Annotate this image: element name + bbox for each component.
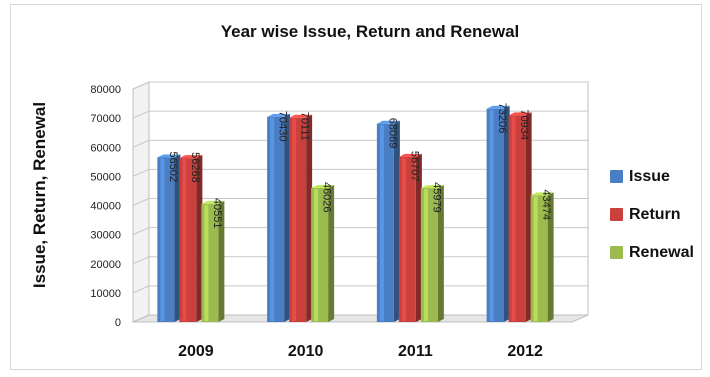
legend-item-issue: Issue [610,166,694,187]
bar-highlight-renewal [314,188,319,321]
bar-highlight-issue [160,158,165,321]
bar-top-issue [267,113,291,117]
data-label: 68069 [386,118,398,149]
bar-top-return [289,114,313,118]
gridline-side [132,256,150,265]
data-label: 70111 [299,112,311,141]
bar-top-issue [157,154,181,158]
bar-highlight-renewal [423,189,428,321]
bar-highlight-renewal [533,196,538,321]
x-tick-label: 2010 [288,343,324,360]
legend-swatch-return [610,208,623,221]
data-label: 40551 [211,198,223,229]
bar-side-return [196,155,203,322]
legend: Issue Return Renewal [610,166,694,280]
legend-label-return: Return [629,205,681,223]
bar-highlight-return [401,157,406,321]
y-tick-label: 50000 [90,171,121,183]
bar-highlight-issue [270,117,275,322]
bar-top-return [398,153,422,157]
y-tick-label: 0 [115,317,121,329]
bar-issue [376,123,394,322]
y-tick-label: 60000 [90,142,121,154]
y-tick-label: 70000 [90,113,121,125]
y-tick-label: 20000 [90,259,121,271]
chart-title: Year wise Issue, Return and Renewal [220,22,520,41]
bar-top-issue [486,105,510,109]
bar-top-renewal [420,185,444,189]
bar-return [508,115,526,322]
bar-top-renewal [311,184,335,188]
bar-issue [486,108,504,322]
y-tick-label: 40000 [90,201,121,213]
data-label: 45979 [430,182,442,213]
data-label: 46026 [321,182,333,213]
data-label: 56707 [408,151,420,182]
data-label: 56268 [189,152,201,183]
bar-side-return [525,112,532,322]
gridline-side [132,198,150,206]
bar-highlight-return [292,118,297,321]
bar-highlight-renewal [204,204,209,321]
bar-side-return [415,153,422,322]
bar-side-issue [174,154,181,322]
legend-swatch-issue [610,170,623,183]
bar-top-return [179,155,203,159]
gridline-side [132,81,150,90]
data-label: 56502 [167,151,179,182]
bar-highlight-return [511,116,516,321]
bar-side-renewal [328,184,335,322]
data-label: 70430 [277,111,289,142]
bar-top-renewal [530,192,554,196]
bar-side-issue [284,113,291,323]
y-tick-label: 80000 [90,84,121,96]
gridline-side [132,285,150,294]
data-label: 73206 [496,103,508,134]
legend-label-issue: Issue [629,167,670,185]
bar-top-renewal [201,200,225,204]
gridline-side [132,110,150,119]
bar-top-issue [376,120,400,124]
bar-side-issue [393,120,400,322]
legend-label-renewal: Renewal [629,243,694,261]
data-label: 70934 [518,109,530,140]
legend-swatch-renewal [610,246,623,259]
bar-side-renewal [218,200,225,322]
bar-highlight-issue [489,109,494,321]
bar-return [398,156,416,322]
legend-item-renewal: Renewal [610,242,694,263]
bar-issue [267,116,285,323]
bar-side-renewal [437,185,444,322]
bar-top-return [508,112,532,116]
bar-side-issue [503,105,510,322]
gridline-side [132,227,150,236]
x-tick-label: 2012 [507,343,543,360]
y-tick-label: 30000 [90,230,121,242]
bar-highlight-issue [379,124,384,321]
x-tick-label: 2011 [398,343,433,360]
bar-highlight-return [182,159,187,321]
legend-item-return: Return [610,204,694,225]
y-tick-label: 10000 [90,288,121,300]
gridline-side [132,168,150,177]
bar-side-return [306,114,313,322]
x-tick-label: 2009 [178,343,214,360]
bar-issue [157,157,175,322]
gridline-side [132,139,150,148]
bar-side-renewal [547,192,554,322]
bar-return [289,117,307,322]
data-label: 43474 [540,189,552,220]
